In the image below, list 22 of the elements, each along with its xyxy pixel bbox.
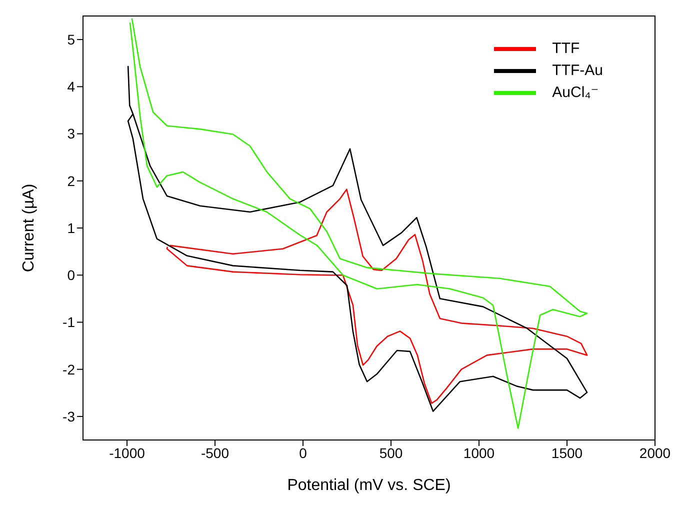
- legend-label: TTF-Au: [552, 61, 603, 81]
- y-tick-label: 3: [67, 126, 76, 142]
- x-tick-label: 1500: [551, 444, 583, 461]
- x-tick-label: -1000: [109, 444, 146, 461]
- y-tick-label: 5: [67, 32, 76, 48]
- y-tick-label: 1: [67, 220, 76, 236]
- x-tick-label: 2000: [639, 444, 671, 461]
- y-axis-title: Current (µA): [20, 184, 38, 272]
- y-tick-label: -3: [62, 408, 76, 424]
- x-tick-label: -500: [200, 444, 230, 461]
- x-tick-label: 0: [299, 444, 308, 461]
- y-tick-label: 0: [67, 267, 76, 284]
- y-tick-label: -2: [62, 361, 76, 378]
- x-axis-title: Potential (mV vs. SCE): [287, 477, 451, 494]
- y-tick-label: -1: [62, 314, 76, 330]
- line-series: [166, 188, 588, 404]
- x-tick-label: 500: [379, 444, 403, 461]
- y-tick-label: 4: [67, 78, 76, 95]
- legend-label: AuCl₄⁻: [552, 83, 599, 103]
- y-tick-label: 2: [67, 172, 76, 189]
- x-tick-label: 1000: [463, 444, 495, 461]
- legend-label: TTF: [552, 39, 580, 59]
